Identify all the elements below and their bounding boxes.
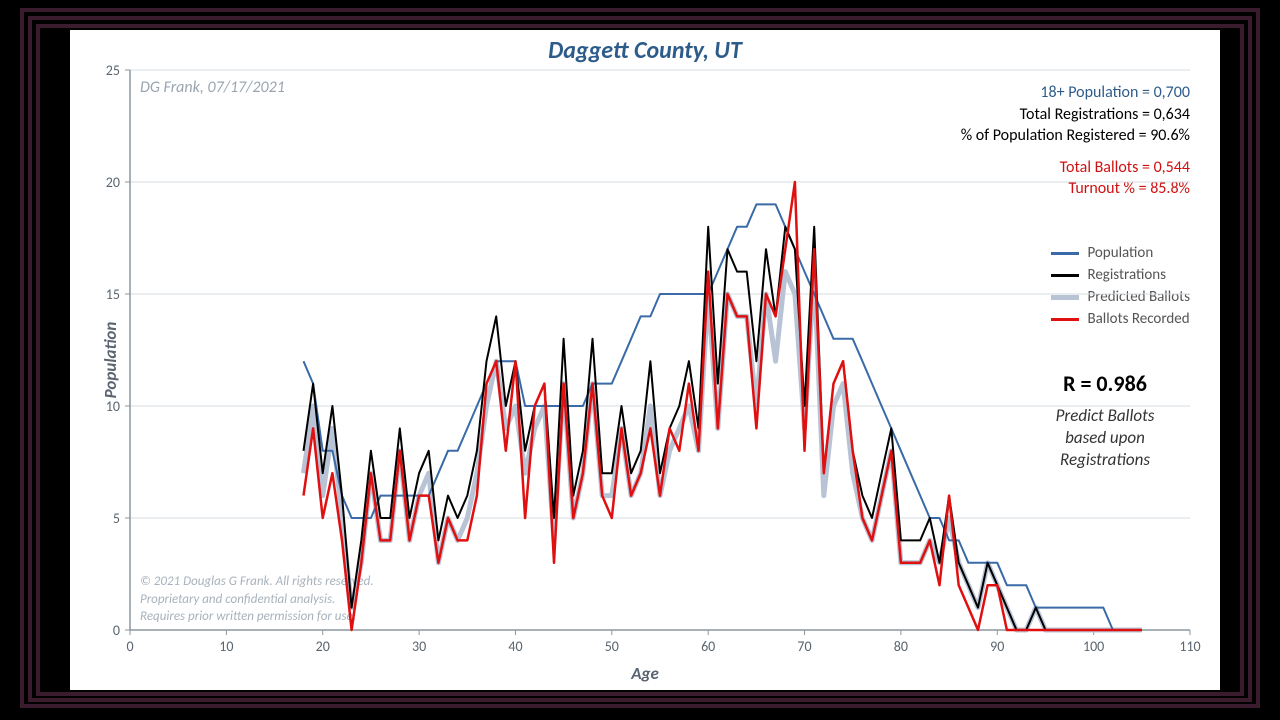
y-tick-label: 0	[113, 622, 120, 639]
x-tick-label: 70	[793, 638, 817, 655]
x-tick-label: 0	[118, 638, 142, 655]
x-tick-label: 50	[600, 638, 624, 655]
x-tick-label: 20	[311, 638, 335, 655]
x-tick-label: 80	[889, 638, 913, 655]
x-tick-label: 110	[1178, 638, 1202, 655]
x-tick-label: 60	[696, 638, 720, 655]
y-tick-label: 10	[106, 398, 120, 415]
y-tick-label: 15	[106, 286, 120, 303]
x-tick-label: 40	[503, 638, 527, 655]
chart-svg	[70, 30, 1220, 690]
x-tick-label: 90	[985, 638, 1009, 655]
y-tick-label: 20	[106, 174, 120, 191]
x-tick-label: 30	[407, 638, 431, 655]
x-tick-label: 100	[1082, 638, 1106, 655]
y-tick-label: 25	[106, 62, 120, 79]
x-tick-label: 10	[214, 638, 238, 655]
y-tick-label: 5	[113, 510, 120, 527]
chart-container: Daggett County, UT DG Frank, 07/17/2021 …	[70, 30, 1220, 690]
